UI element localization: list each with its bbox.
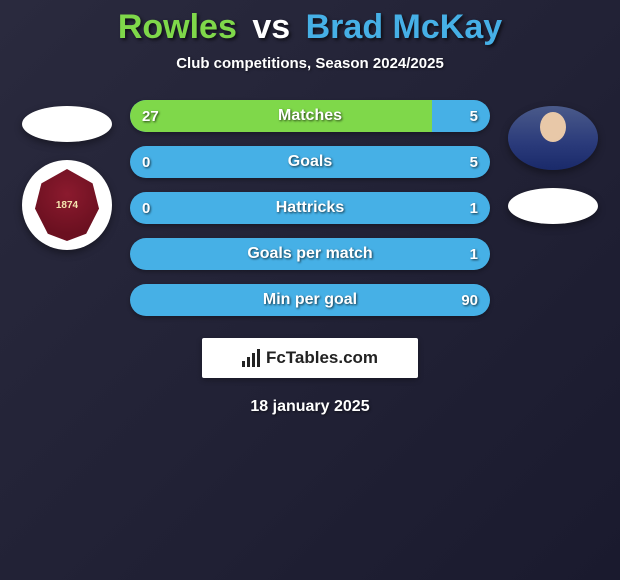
stat-bar: 275Matches: [130, 100, 490, 132]
left-side-badges: 1874: [12, 100, 122, 250]
player2-club-crest-placeholder: [508, 188, 598, 224]
stat-bars: 275Matches05Goals01Hattricks1Goals per m…: [130, 100, 490, 316]
stat-value-player1: 27: [130, 100, 171, 132]
stat-value-player2: 90: [449, 284, 490, 316]
chart-bars-icon: [242, 349, 260, 367]
comparison-card: Rowles vs Brad McKay Club competitions, …: [0, 0, 620, 416]
stat-label: Hattricks: [130, 192, 490, 224]
stat-label: Min per goal: [130, 284, 490, 316]
stat-value-player2: 1: [458, 238, 490, 270]
right-side-badges: [498, 100, 608, 224]
player1-club-crest: 1874: [22, 160, 112, 250]
stat-bar: 1Goals per match: [130, 238, 490, 270]
crest-shield-icon: 1874: [35, 169, 99, 241]
branding-text: FcTables.com: [266, 348, 378, 368]
stat-value-player1: 0: [130, 146, 162, 178]
stat-bar: 90Min per goal: [130, 284, 490, 316]
branding-badge: FcTables.com: [202, 338, 418, 378]
crest-year: 1874: [56, 200, 78, 211]
content-row: 1874 275Matches05Goals01Hattricks1Goals …: [0, 100, 620, 316]
player1-name: Rowles: [118, 8, 237, 46]
stat-value-player2: 1: [458, 192, 490, 224]
subtitle: Club competitions, Season 2024/2025: [176, 55, 444, 72]
player2-name: Brad McKay: [306, 8, 503, 46]
player2-avatar: [508, 106, 598, 170]
vs-label: vs: [252, 8, 290, 46]
bar-fill-player1: [130, 100, 432, 132]
stat-value-player2: 5: [458, 100, 490, 132]
date-label: 18 january 2025: [250, 398, 369, 416]
stat-bar: 0 5Goals: [130, 146, 490, 178]
stat-value-player2: 5: [458, 146, 490, 178]
player1-avatar-placeholder: [22, 106, 112, 142]
stat-label: Goals: [130, 146, 490, 178]
stat-bar: 0 1Hattricks: [130, 192, 490, 224]
stat-label: Goals per match: [130, 238, 490, 270]
avatar-head-icon: [540, 112, 566, 142]
page-title: Rowles vs Brad McKay: [118, 8, 502, 47]
stat-value-player1: 0: [130, 192, 162, 224]
